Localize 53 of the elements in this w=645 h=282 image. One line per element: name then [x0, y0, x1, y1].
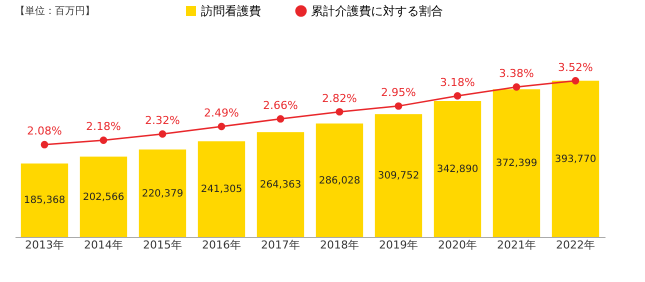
bar — [434, 100, 482, 237]
point — [100, 136, 108, 144]
data-label: 372,399 — [496, 158, 538, 170]
data-label: 241,305 — [200, 184, 242, 196]
bar — [316, 124, 364, 237]
x-tick-label: 2015年 — [143, 238, 182, 252]
bar — [198, 141, 246, 237]
data-label: 185,368 — [24, 195, 66, 206]
data-label: 2.66% — [263, 98, 298, 112]
point — [336, 108, 344, 116]
data-label: 202,566 — [82, 192, 124, 203]
bar — [20, 163, 68, 237]
x-tick-label: 2019年 — [379, 238, 418, 252]
x-tick-label: 2017年 — [261, 238, 300, 252]
x-tick-label: 2013年 — [25, 238, 64, 252]
x-tick-label: 2020年 — [438, 238, 477, 252]
x-tick-label: 2021年 — [497, 238, 536, 252]
data-label: 342,890 — [436, 164, 478, 175]
data-label: 3.52% — [558, 60, 593, 74]
legend-label: 累計介護費に対する割合 — [311, 4, 443, 18]
data-label: 286,028 — [318, 175, 360, 186]
data-label: 264,363 — [260, 180, 302, 191]
data-label: 309,752 — [378, 170, 420, 182]
data-label: 2.95% — [381, 86, 416, 100]
text: 【単位：百万円】 — [15, 5, 95, 17]
point — [218, 122, 226, 130]
bar — [374, 114, 422, 237]
data-label: 2.82% — [322, 92, 357, 105]
x-tick-label: 2022年 — [556, 238, 595, 252]
data-label: 220,379 — [142, 188, 184, 200]
bar — [256, 132, 304, 237]
bar — [552, 80, 600, 237]
data-label: 3.18% — [440, 76, 475, 89]
data-label: 3.38% — [499, 66, 534, 80]
x-tick-label: 2014年 — [84, 238, 123, 252]
data-label: 393,770 — [554, 154, 596, 165]
point — [276, 115, 284, 123]
point — [40, 140, 48, 148]
point — [394, 102, 402, 110]
bar — [138, 150, 186, 237]
point — [572, 77, 580, 84]
data-label: 2.32% — [145, 114, 180, 128]
x-tick-label: 2018年 — [320, 238, 359, 252]
data-label: 2.18% — [86, 120, 121, 134]
data-label: 2.08% — [27, 124, 62, 138]
point — [512, 83, 520, 91]
data-label: 2.49% — [204, 106, 239, 120]
point — [158, 130, 166, 138]
bar — [492, 89, 540, 237]
point — [454, 92, 462, 100]
bar — [80, 156, 128, 237]
legend-label: 訪問看護費 — [201, 4, 261, 18]
x-tick-label: 2016年 — [202, 238, 241, 252]
